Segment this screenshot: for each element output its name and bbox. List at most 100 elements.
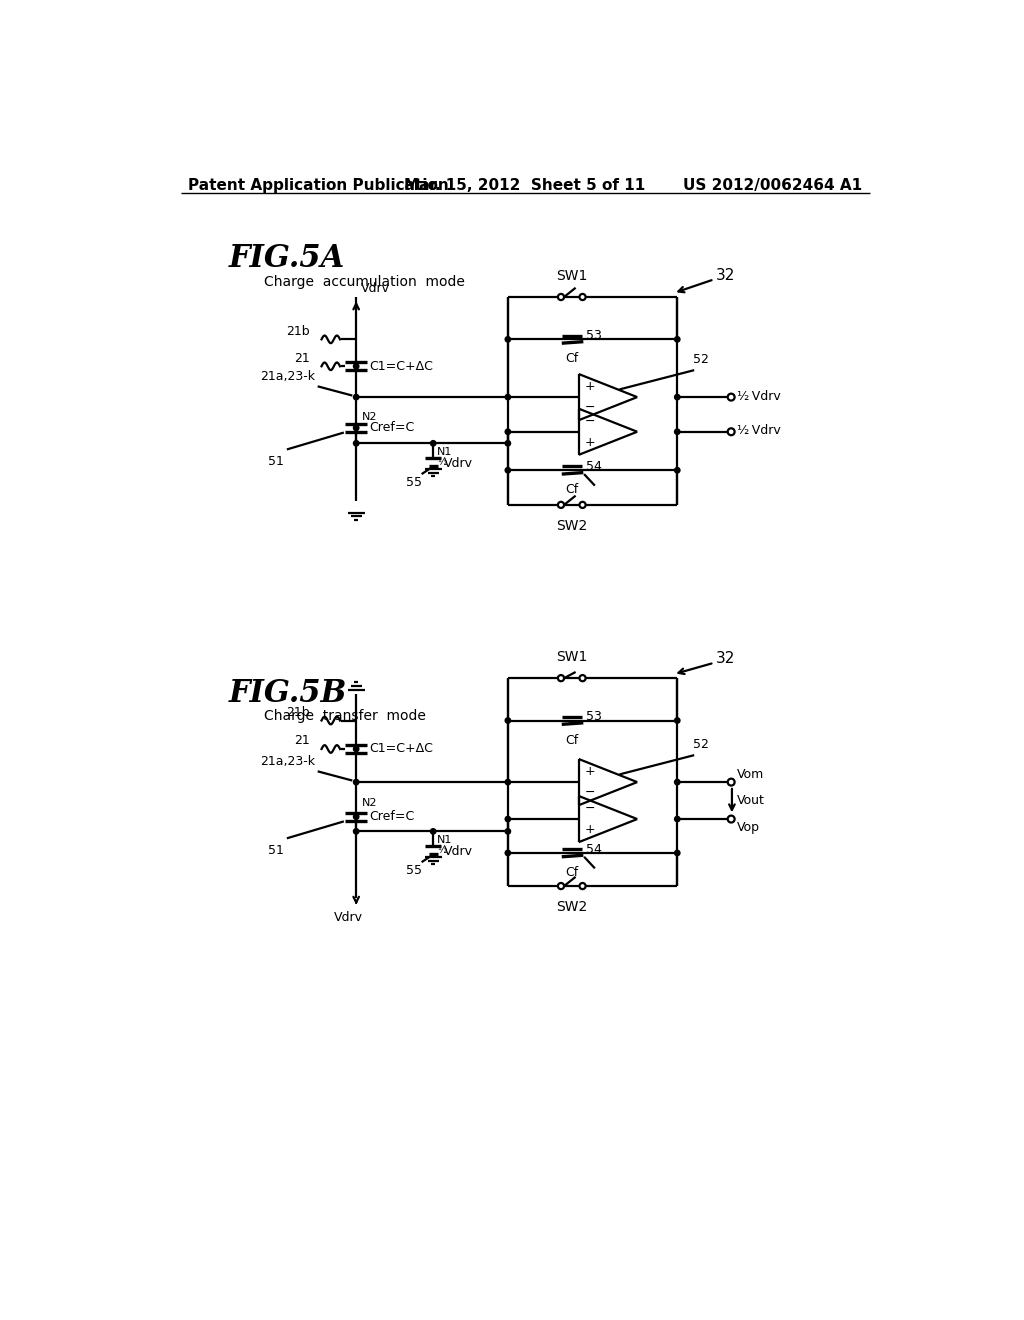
Circle shape bbox=[505, 718, 511, 723]
Circle shape bbox=[580, 502, 586, 508]
Text: Cf: Cf bbox=[565, 483, 579, 496]
Circle shape bbox=[505, 395, 511, 400]
Text: Vdrv: Vdrv bbox=[444, 457, 473, 470]
Circle shape bbox=[353, 814, 358, 820]
Text: 21a,23-k: 21a,23-k bbox=[260, 370, 315, 383]
Circle shape bbox=[675, 337, 680, 342]
Text: 52: 52 bbox=[692, 354, 709, 367]
Circle shape bbox=[353, 425, 358, 430]
Circle shape bbox=[505, 441, 511, 446]
Text: Vdrv: Vdrv bbox=[334, 911, 362, 924]
Text: ½: ½ bbox=[437, 457, 446, 467]
Text: ½: ½ bbox=[437, 845, 446, 855]
Circle shape bbox=[675, 467, 680, 473]
Text: SW2: SW2 bbox=[556, 519, 588, 533]
Text: 54: 54 bbox=[586, 842, 601, 855]
Circle shape bbox=[353, 829, 358, 834]
Circle shape bbox=[353, 746, 358, 751]
Text: Charge  accumulation  mode: Charge accumulation mode bbox=[264, 276, 465, 289]
Text: −: − bbox=[585, 803, 595, 816]
Text: 21: 21 bbox=[294, 351, 310, 364]
Text: US 2012/0062464 A1: US 2012/0062464 A1 bbox=[683, 178, 862, 193]
Circle shape bbox=[728, 393, 734, 400]
Circle shape bbox=[728, 816, 734, 822]
Text: Cf: Cf bbox=[565, 352, 579, 366]
Circle shape bbox=[505, 467, 511, 473]
Circle shape bbox=[353, 441, 358, 446]
Text: FIG.5A: FIG.5A bbox=[229, 243, 345, 275]
Text: −: − bbox=[585, 414, 595, 428]
Text: Mar. 15, 2012  Sheet 5 of 11: Mar. 15, 2012 Sheet 5 of 11 bbox=[404, 178, 645, 193]
Circle shape bbox=[675, 779, 680, 785]
Text: Vout: Vout bbox=[737, 795, 765, 807]
Circle shape bbox=[558, 502, 564, 508]
Circle shape bbox=[430, 441, 436, 446]
Text: +: + bbox=[585, 380, 596, 393]
Text: Vop: Vop bbox=[737, 821, 760, 834]
Circle shape bbox=[430, 829, 436, 834]
Text: N1: N1 bbox=[437, 447, 453, 457]
Circle shape bbox=[675, 429, 680, 434]
Text: N2: N2 bbox=[362, 412, 378, 422]
Circle shape bbox=[558, 883, 564, 890]
Text: C1=C+ΔC: C1=C+ΔC bbox=[370, 742, 433, 755]
Text: 21b: 21b bbox=[287, 706, 310, 719]
Text: SW1: SW1 bbox=[556, 651, 588, 664]
Text: FIG.5B: FIG.5B bbox=[229, 678, 347, 709]
Text: N1: N1 bbox=[437, 836, 453, 845]
Circle shape bbox=[505, 850, 511, 855]
Circle shape bbox=[675, 816, 680, 822]
Circle shape bbox=[580, 675, 586, 681]
Text: Cref=C: Cref=C bbox=[370, 421, 415, 434]
Circle shape bbox=[728, 428, 734, 436]
Circle shape bbox=[505, 779, 511, 785]
Text: 53: 53 bbox=[586, 329, 601, 342]
Text: Vom: Vom bbox=[737, 767, 765, 780]
Text: SW2: SW2 bbox=[556, 900, 588, 913]
Circle shape bbox=[505, 337, 511, 342]
Circle shape bbox=[505, 429, 511, 434]
Circle shape bbox=[558, 675, 564, 681]
Circle shape bbox=[675, 850, 680, 855]
Circle shape bbox=[580, 294, 586, 300]
Text: N2: N2 bbox=[362, 797, 378, 808]
Text: 55: 55 bbox=[407, 475, 422, 488]
Text: 53: 53 bbox=[586, 710, 601, 723]
Text: +: + bbox=[585, 436, 596, 449]
Circle shape bbox=[505, 816, 511, 822]
Circle shape bbox=[675, 395, 680, 400]
Circle shape bbox=[353, 779, 358, 785]
Text: −: − bbox=[585, 785, 595, 799]
Text: 21a,23-k: 21a,23-k bbox=[260, 755, 315, 768]
Text: 21: 21 bbox=[294, 734, 310, 747]
Text: 32: 32 bbox=[716, 268, 735, 282]
Text: 55: 55 bbox=[407, 863, 422, 876]
Text: +: + bbox=[585, 822, 596, 836]
Text: Vdrv: Vdrv bbox=[360, 282, 390, 296]
Text: Cf: Cf bbox=[565, 866, 579, 879]
Text: Cf: Cf bbox=[565, 734, 579, 747]
Circle shape bbox=[675, 718, 680, 723]
Text: Charge  transfer  mode: Charge transfer mode bbox=[264, 709, 426, 723]
Text: C1=C+ΔC: C1=C+ΔC bbox=[370, 360, 433, 372]
Circle shape bbox=[558, 294, 564, 300]
Circle shape bbox=[353, 363, 358, 370]
Text: 51: 51 bbox=[267, 843, 284, 857]
Text: +: + bbox=[585, 766, 596, 779]
Circle shape bbox=[728, 779, 734, 785]
Text: SW1: SW1 bbox=[556, 269, 588, 284]
Text: −: − bbox=[585, 401, 595, 414]
Text: ½ Vdrv: ½ Vdrv bbox=[737, 389, 781, 403]
Text: 51: 51 bbox=[267, 455, 284, 467]
Text: ½ Vdrv: ½ Vdrv bbox=[737, 425, 781, 437]
Text: Cref=C: Cref=C bbox=[370, 810, 415, 824]
Text: 52: 52 bbox=[692, 738, 709, 751]
Text: Patent Application Publication: Patent Application Publication bbox=[188, 178, 450, 193]
Text: 54: 54 bbox=[586, 459, 601, 473]
Text: Vdrv: Vdrv bbox=[444, 845, 473, 858]
Circle shape bbox=[505, 829, 511, 834]
Circle shape bbox=[580, 883, 586, 890]
Text: 32: 32 bbox=[716, 651, 735, 667]
Circle shape bbox=[353, 395, 358, 400]
Text: 21b: 21b bbox=[287, 325, 310, 338]
